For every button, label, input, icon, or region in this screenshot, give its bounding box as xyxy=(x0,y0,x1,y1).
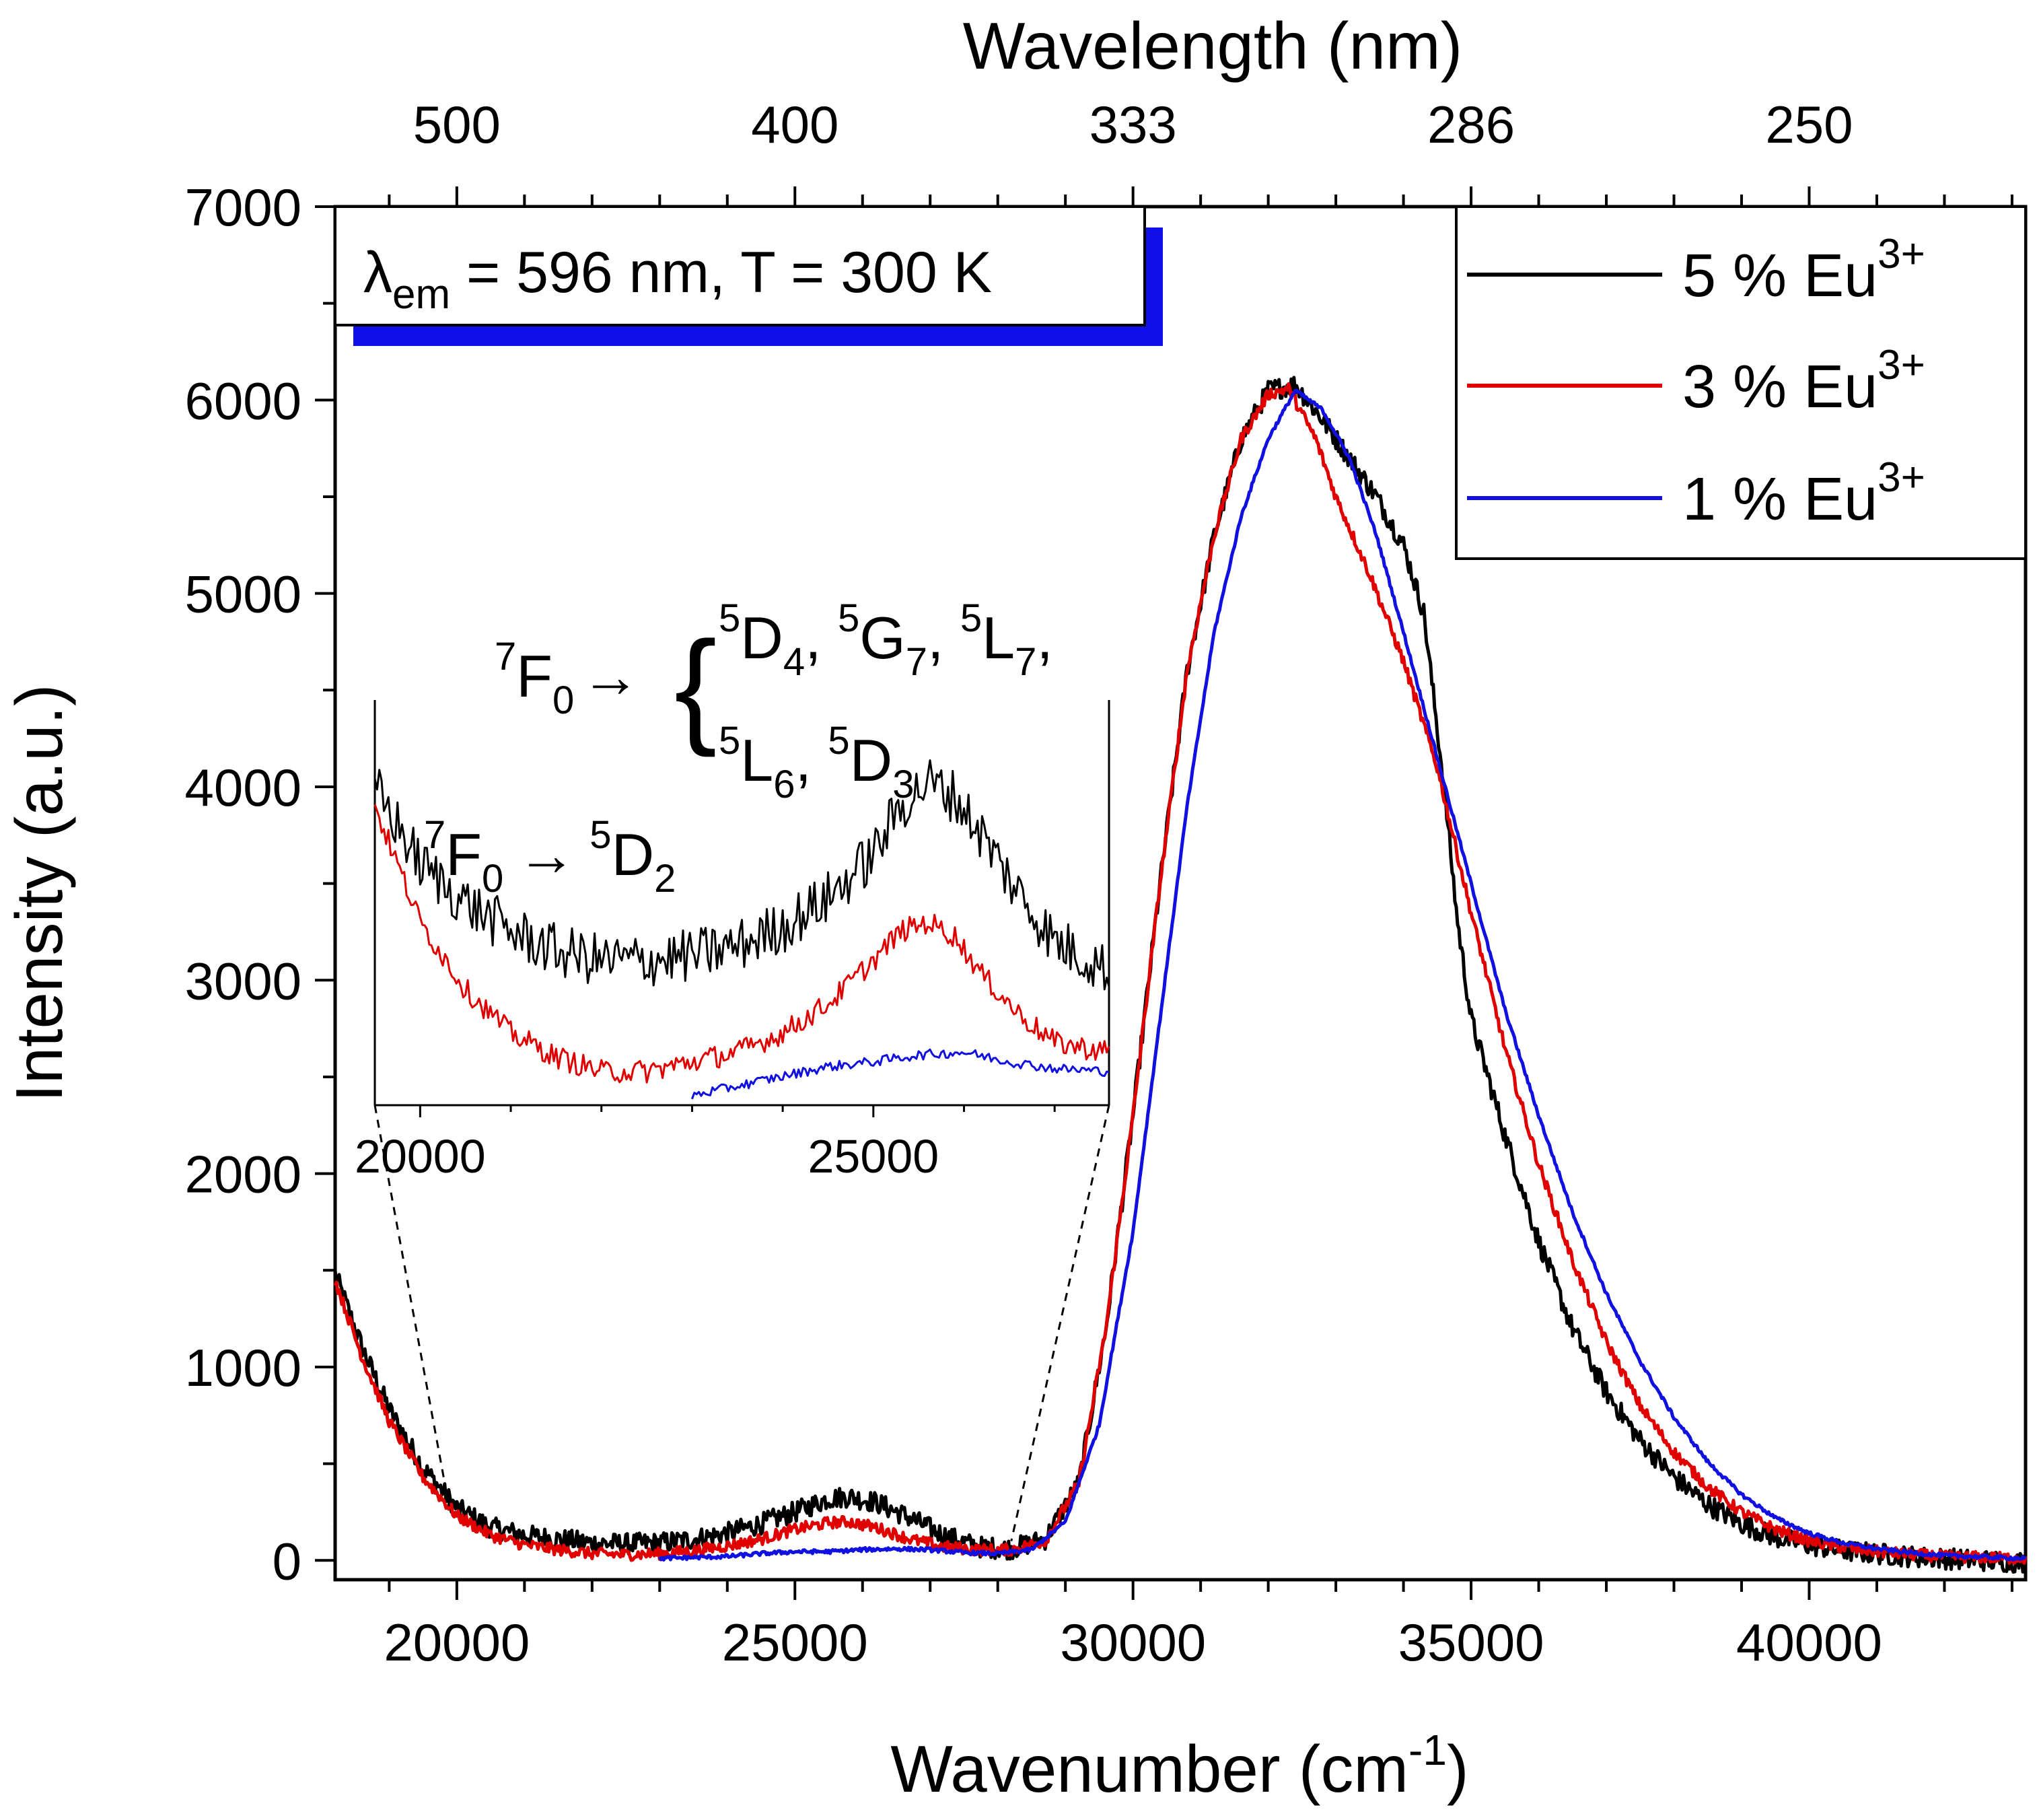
inset-axis-ticks: 20000 25000 xyxy=(355,1105,1056,1183)
series-line-2 xyxy=(658,388,2027,1562)
top-axis-ticks: 500 400 333 286 250 xyxy=(388,95,2013,207)
zoom-guide-right xyxy=(1010,1105,1110,1541)
inset-series-line-1 xyxy=(373,804,1110,1084)
y-tick-label: 6000 xyxy=(184,371,301,430)
y-axis-title: Intensity (a.u.) xyxy=(2,685,76,1102)
ann-top-sub: 0 xyxy=(552,678,574,722)
inset-series-group xyxy=(373,759,1110,1100)
inset-series-line-0 xyxy=(373,759,1110,991)
annotation-bottom: 7F0 → 5D2 xyxy=(424,813,676,901)
top-tick-label: 286 xyxy=(1427,95,1515,154)
y-tick-label: 2000 xyxy=(184,1145,301,1204)
ann-b-final: D xyxy=(612,821,655,888)
series-line-1 xyxy=(333,382,2028,1565)
zoom-guide-left xyxy=(373,1105,452,1512)
ann-b-term: F xyxy=(445,821,482,888)
ann-l1-0-base: D xyxy=(740,604,783,671)
ann-b-final-pre: 5 xyxy=(589,813,611,857)
x-tick-label: 40000 xyxy=(1736,1613,1882,1672)
ann-l2-0-tail: , xyxy=(795,727,828,794)
x-axis-ticks: 20000 25000 30000 35000 40000 xyxy=(384,1580,2013,1672)
ann-l1-2-pre: 5 xyxy=(960,596,982,640)
legend-1pct-name: 1 % Eu xyxy=(1682,466,1878,533)
legend-1pct-sup: 3+ xyxy=(1878,454,1925,501)
top-tick-label: 400 xyxy=(751,95,838,154)
ann-l1-1-sub: 7 xyxy=(906,640,927,684)
ann-l1-1-pre: 5 xyxy=(838,596,859,640)
y-tick-label: 3000 xyxy=(184,951,301,1010)
main-series-group xyxy=(333,376,2028,1574)
y-tick-label: 5000 xyxy=(184,565,301,624)
legend-5pct-sup: 3+ xyxy=(1878,231,1925,277)
ann-l1-1-base: G xyxy=(859,604,905,671)
inset-tick-label: 20000 xyxy=(355,1130,486,1183)
top-axis-title: Wavelength (nm) xyxy=(963,9,1463,83)
ann-top-pre: 7 xyxy=(495,635,516,678)
ann-b-final-sub: 2 xyxy=(654,857,676,901)
x-axis-title-sup: -1 xyxy=(1408,1726,1447,1774)
ann-b-sub: 0 xyxy=(482,857,503,901)
ann-top-term: F xyxy=(516,643,552,709)
y-tick-label: 7000 xyxy=(184,178,301,237)
y-tick-label: 4000 xyxy=(184,758,301,817)
ann-l2-1-sub: 3 xyxy=(892,763,914,806)
legend-5pct-name: 5 % Eu xyxy=(1682,242,1878,310)
ann-top-arrow: → xyxy=(581,643,640,709)
top-tick-label: 333 xyxy=(1089,95,1177,154)
legend-label-1pct: 1 % Eu3+ xyxy=(1682,454,1925,533)
y-tick-label: 0 xyxy=(273,1531,301,1590)
y-tick-label: 1000 xyxy=(184,1338,301,1397)
annotation-brace-line2: 5L6, 5D3 xyxy=(719,719,914,806)
ann-l2-0-pre: 5 xyxy=(719,719,740,763)
ann-l1-0-sub: 4 xyxy=(783,640,805,684)
ann-l2-1-base: D xyxy=(850,727,893,794)
legend-3pct-sup: 3+ xyxy=(1878,342,1925,388)
annotation-top-term: 7F0 → xyxy=(495,635,640,722)
condition-lambda: λ xyxy=(363,240,392,305)
condition-label-box xyxy=(334,205,1146,326)
x-axis-title-end: ) xyxy=(1447,1732,1469,1806)
top-tick-label: 250 xyxy=(1765,95,1853,154)
y-axis-ticks: 0 1000 2000 3000 4000 5000 6000 7000 xyxy=(184,178,335,1590)
condition-rest: = 596 nm, T = 300 K xyxy=(450,240,992,305)
ann-l2-1-pre: 5 xyxy=(828,719,849,763)
plot-frame xyxy=(333,205,2028,1582)
x-axis-title-text: Wavenumber (cm xyxy=(890,1732,1408,1806)
ann-l2-0-base: L xyxy=(740,727,773,794)
condition-sub: em xyxy=(392,271,450,318)
ann-l1-2-base: L xyxy=(982,604,1015,671)
ann-l1-2-tail: , xyxy=(1036,604,1052,671)
ann-l1-0-pre: 5 xyxy=(719,596,740,640)
x-tick-label: 35000 xyxy=(1398,1613,1544,1672)
x-tick-label: 25000 xyxy=(722,1613,868,1672)
inset: 20000 25000 7F0 → { 5D4, 5G7, 5L7, 5L6, 5D… xyxy=(355,596,1110,1541)
inset-series-line-2 xyxy=(690,1048,1110,1100)
ann-l1-1-tail: , xyxy=(927,604,960,671)
legend-3pct-name: 3 % Eu xyxy=(1682,353,1878,421)
ann-l1-2-sub: 7 xyxy=(1015,640,1036,684)
condition-label: λem = 596 nm, T = 300 K xyxy=(334,205,1163,346)
legend: 5 % Eu3+ 3 % Eu3+ 1 % Eu3+ xyxy=(1455,205,2027,560)
ann-b-pre: 7 xyxy=(424,813,445,857)
annotation-brace: { xyxy=(674,615,717,758)
top-tick-label: 500 xyxy=(413,95,501,154)
x-axis-title: Wavenumber (cm-1) xyxy=(890,1726,1468,1806)
annotation-brace-line1: 5D4, 5G7, 5L7, xyxy=(719,596,1053,684)
legend-label-3pct: 3 % Eu3+ xyxy=(1682,342,1925,421)
ann-l1-0-tail: , xyxy=(805,604,838,671)
inset-tick-label: 25000 xyxy=(808,1130,939,1183)
x-tick-label: 30000 xyxy=(1060,1613,1206,1672)
legend-label-5pct: 5 % Eu3+ xyxy=(1682,231,1925,310)
x-tick-label: 20000 xyxy=(384,1613,530,1672)
condition-label-text: λem = 596 nm, T = 300 K xyxy=(363,240,992,318)
ann-b-arrow: → xyxy=(517,821,576,888)
ann-l2-0-sub: 6 xyxy=(773,763,795,806)
